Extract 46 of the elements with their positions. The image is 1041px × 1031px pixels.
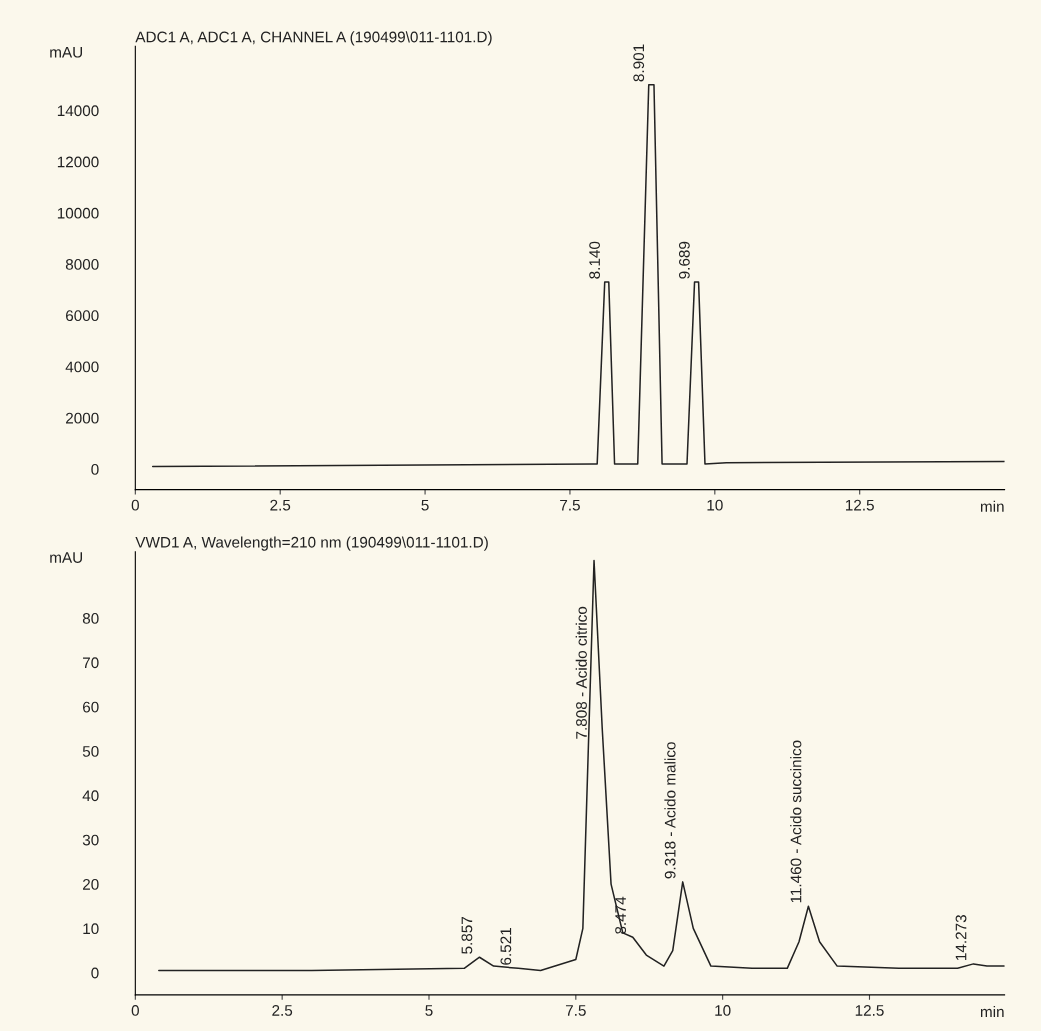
annotation: 5.857 (461, 917, 473, 954)
x-axis-title: min (980, 1006, 1004, 1018)
y-tick-label: 0 (91, 464, 99, 475)
y-tick-label: 70 (83, 657, 99, 669)
y-tick-label: 40 (82, 790, 99, 802)
x-tick-label: 10 (707, 499, 723, 511)
y-tick-label: 14000 (57, 105, 99, 117)
x-tick-label: 5 (421, 499, 429, 511)
annotation: 7.808 - Acido citrico (575, 606, 587, 739)
y-tick-label: 60 (83, 701, 99, 713)
y-axis-title: mAU (50, 552, 82, 563)
y-tick-label: 12000 (57, 156, 99, 168)
x-tick-label: 5 (425, 1005, 433, 1016)
y-tick-label: 6000 (66, 310, 99, 322)
y-tick-label: 8000 (65, 259, 99, 270)
annotation: 14.273 (955, 915, 967, 960)
line-series (151, 84, 1005, 468)
annotation: 8.901 (633, 44, 645, 82)
x-axis-title: min (980, 500, 1004, 512)
annotation: 9.689 (678, 241, 690, 279)
x-tick-label: 2.5 (270, 499, 291, 511)
x-tick-label: 12.5 (845, 499, 874, 511)
y-tick-label: 10000 (57, 207, 99, 219)
y-tick-label: 0 (91, 967, 99, 979)
y-tick-label: 2000 (66, 412, 99, 424)
y-tick-label: 4000 (65, 361, 99, 373)
x-tick-label: 0 (131, 499, 139, 511)
x-tick-label: 7.5 (565, 1005, 586, 1016)
annotation: 9.318 - Acido malico (664, 742, 676, 879)
y-tick-label: 30 (82, 834, 99, 846)
annotation: 6.521 (500, 928, 512, 965)
y-tick-label: 80 (82, 613, 99, 624)
y-tick-label: 20 (83, 878, 99, 890)
line-series (158, 559, 1005, 972)
y-tick-label: 50 (82, 746, 99, 757)
y-tick-label: 10 (83, 923, 99, 935)
x-tick-label: 12.5 (855, 1005, 884, 1016)
x-tick-label: 7.5 (560, 499, 580, 511)
x-tick-label: 10 (715, 1005, 731, 1016)
annotation: 8.140 (589, 241, 601, 279)
x-tick-label: 0 (131, 1005, 139, 1016)
annotation: 11.460 - Acido succinico (790, 740, 802, 903)
chart-title: VWD1 A, Wavelength=210 nm (190499\011-1101.D) (135, 536, 488, 551)
x-tick-label: 2.5 (272, 1005, 293, 1016)
y-axis-title: mAU (50, 46, 82, 58)
chart-title: ADC1 A, ADC1 A, CHANNEL A (190499\011-1101.D) (135, 31, 492, 46)
